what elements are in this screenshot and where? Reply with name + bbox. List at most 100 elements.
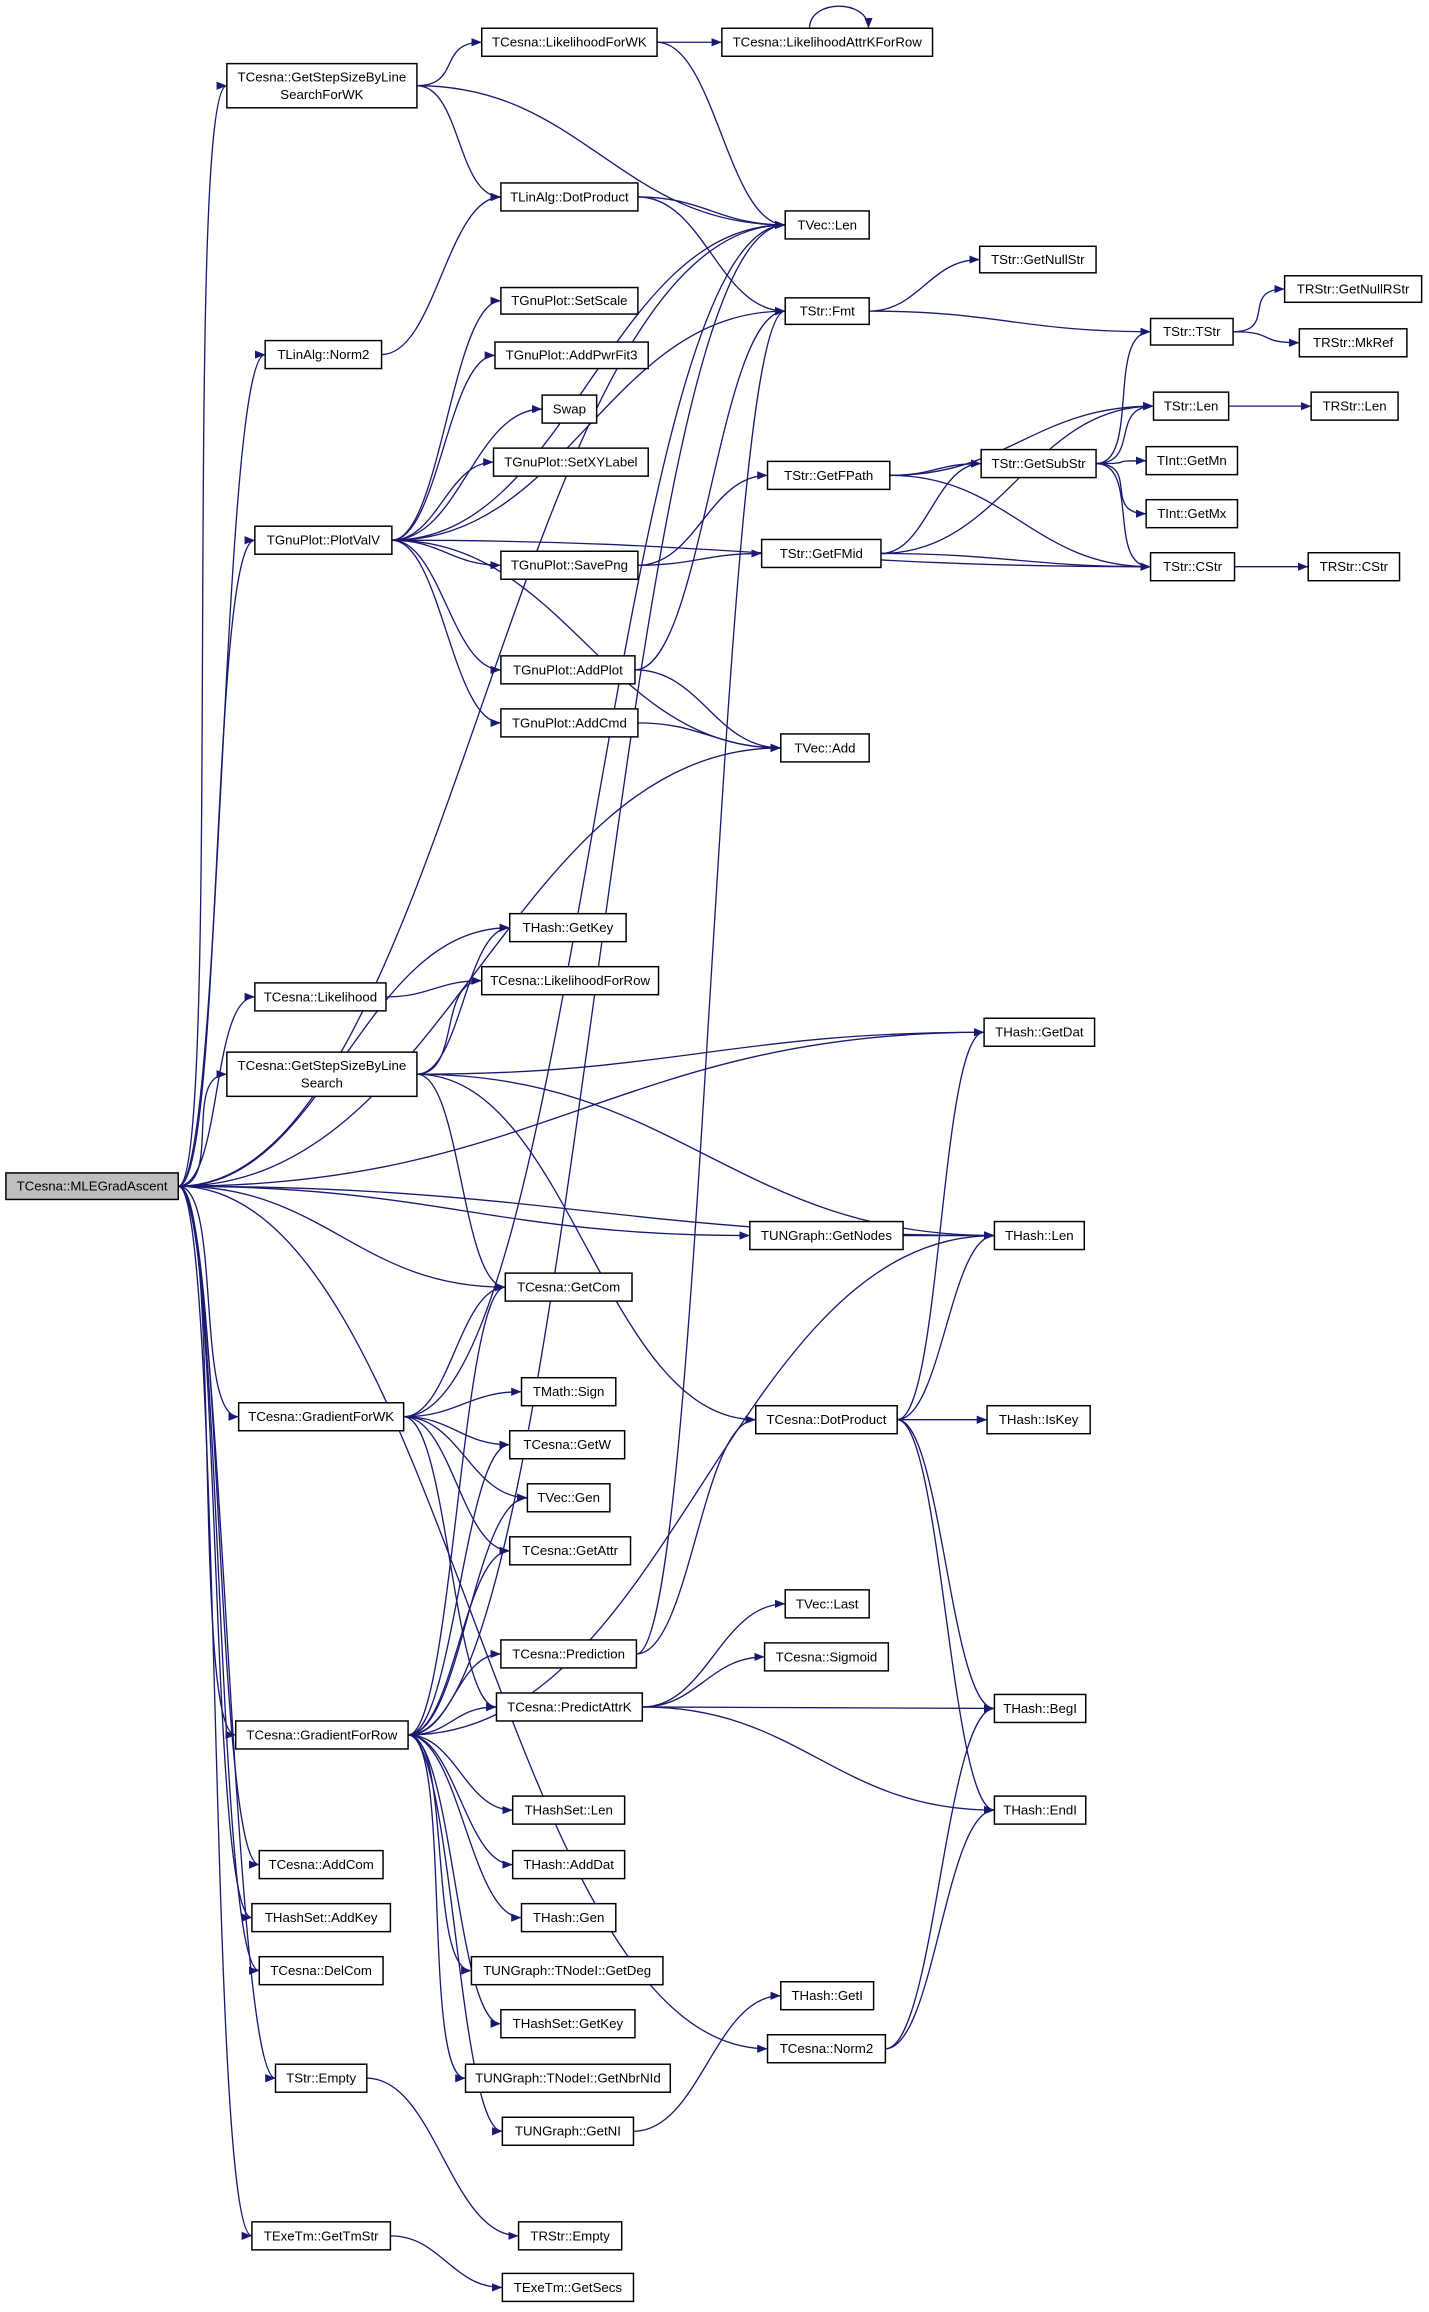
node-box (755, 1404, 898, 1435)
node-predattrk[interactable]: TCesna::PredictAttrK (495, 1692, 644, 1722)
node-getsubstr[interactable]: TStr::GetSubStr (980, 448, 1097, 479)
node-box (500, 708, 639, 738)
node-geti[interactable]: THash::GetI (780, 1980, 875, 2011)
node-label: TExeTm::GetSecs (514, 2280, 623, 2295)
node-sempty[interactable]: TStr::Empty (274, 2063, 368, 2093)
node-getkey[interactable]: THash::GetKey (508, 912, 627, 943)
node-lakfr[interactable]: TCesna::LikelihoodAttrKForRow (721, 27, 934, 57)
node-label: TCesna::Prediction (512, 1646, 625, 1661)
node-box (993, 1220, 1086, 1251)
node-mle[interactable]: TCesna::MLEGradAscent (5, 1172, 179, 1201)
node-rcstr[interactable]: TRStr::CStr (1307, 551, 1401, 582)
node-la_dot[interactable]: TLinAlg::DotProduct (500, 182, 639, 212)
node-hsaddkey[interactable]: THashSet::AddKey (251, 1902, 392, 1933)
node-gettmstr[interactable]: TExeTm::GetTmStr (251, 2221, 392, 2251)
edge-mle-to-gradwk (178, 1185, 239, 1421)
node-getmx[interactable]: TInt::GetMx (1145, 498, 1239, 529)
node-label: TCesna::MLEGradAscent (17, 1179, 168, 1194)
node-addpwrfit3[interactable]: TGnuPlot::AddPwrFit3 (494, 341, 649, 370)
node-getdat[interactable]: THash::GetDat (983, 1017, 1096, 1047)
node-vlast[interactable]: TVec::Last (784, 1589, 870, 1619)
node-hslen[interactable]: THashSet::Len (511, 1795, 626, 1825)
node-getni[interactable]: TUNGraph::GetNI (501, 2116, 635, 2146)
node-box (784, 1589, 870, 1619)
node-getfmid[interactable]: TStr::GetFMid (760, 538, 882, 569)
node-box (264, 339, 383, 370)
node-lfwk[interactable]: TCesna::LikelihoodForWK (480, 27, 658, 57)
node-slen[interactable]: TStr::Len (1152, 391, 1230, 421)
edge-gssls-to-hlen (416, 1073, 995, 1240)
edge-gradrow-to-getnbrnid (407, 1734, 466, 2083)
node-addplot[interactable]: TGnuPlot::AddPlot (500, 655, 636, 685)
node-vgen[interactable]: TVec::Gen (526, 1483, 611, 1513)
node-gradrow[interactable]: TCesna::GradientForRow (234, 1720, 409, 1750)
node-swap[interactable]: Swap (541, 394, 598, 424)
node-getnullstr[interactable]: TStr::GetNullStr (978, 245, 1097, 274)
node-delcom[interactable]: TCesna::DelCom (258, 1955, 384, 1986)
node-lfr[interactable]: TCesna::LikelihoodForRow (480, 965, 660, 996)
node-endi[interactable]: THash::EndI (993, 1795, 1087, 1825)
node-getnbrnid[interactable]: TUNGraph::TNodeI::GetNbrNId (464, 2063, 672, 2093)
edge-mle-to-plotvalv (178, 536, 256, 1187)
node-savepng[interactable]: TGnuPlot::SavePng (500, 550, 639, 580)
node-getmn[interactable]: TInt::GetMn (1145, 445, 1239, 476)
node-box (766, 2034, 887, 2064)
node-label: THash::Len (1005, 1228, 1074, 1243)
node-mkref[interactable]: TRStr::MkRef (1298, 328, 1408, 358)
node-label: TCesna::DelCom (270, 1963, 372, 1978)
node-box (500, 286, 639, 315)
node-vadd[interactable]: TVec::Add (780, 733, 870, 763)
node-rlen[interactable]: TRStr::Len (1310, 391, 1399, 421)
node-hgen[interactable]: THash::Gen (520, 1902, 617, 1933)
node-c_norm2[interactable]: TCesna::Norm2 (766, 2034, 887, 2064)
node-sign[interactable]: TMath::Sign (520, 1376, 617, 1407)
node-box (234, 1720, 409, 1750)
node-box (760, 538, 882, 569)
node-gradwk[interactable]: TCesna::GradientForWK (237, 1402, 405, 1432)
node-rempty[interactable]: TRStr::Empty (517, 2221, 623, 2251)
node-getnullrstr[interactable]: TRStr::GetNullRStr (1283, 275, 1423, 304)
node-setscale[interactable]: TGnuPlot::SetScale (500, 286, 639, 315)
node-adddat[interactable]: THash::AddDat (511, 1849, 626, 1880)
node-getfpath[interactable]: TStr::GetFPath (766, 460, 891, 491)
node-cstr[interactable]: TStr::CStr (1149, 551, 1236, 582)
edge-gradrow-to-getcom (407, 1283, 506, 1736)
node-sigmoid[interactable]: TCesna::Sigmoid (763, 1642, 890, 1672)
node-getw[interactable]: TCesna::GetW (508, 1430, 626, 1460)
node-la_norm2[interactable]: TLinAlg::Norm2 (264, 339, 383, 370)
node-plotvalv[interactable]: TGnuPlot::PlotValV (254, 525, 393, 555)
node-getsecs[interactable]: TExeTm::GetSecs (501, 2272, 635, 2303)
node-tstr[interactable]: TStr::TStr (1149, 317, 1234, 346)
node-label: TStr::Fmt (800, 304, 856, 319)
node-likelihood[interactable]: TCesna::Likelihood (254, 982, 387, 1012)
node-getnodes[interactable]: TUNGraph::GetNodes (749, 1220, 904, 1251)
node-box (780, 1980, 875, 2011)
edge-gradrow-to-hlen (408, 1231, 995, 1736)
node-begi[interactable]: THash::BegI (993, 1693, 1087, 1724)
node-fmt[interactable]: TStr::Fmt (784, 297, 870, 326)
node-setxylabel[interactable]: TGnuPlot::SetXYLabel (492, 447, 649, 477)
node-label: TGnuPlot::SetScale (511, 293, 627, 308)
edge-mle-to-addcom (178, 1185, 260, 1869)
node-hlen[interactable]: THash::Len (993, 1220, 1086, 1251)
node-prediction[interactable]: TCesna::Prediction (500, 1639, 638, 1669)
node-iskey[interactable]: THash::IsKey (986, 1404, 1091, 1435)
node-getcom[interactable]: TCesna::GetCom (504, 1272, 633, 1302)
edge-getfmid-to-getsubstr (880, 459, 982, 555)
edge-gradrow-to-getw (408, 1440, 510, 1736)
node-c_dot[interactable]: TCesna::DotProduct (755, 1404, 898, 1435)
node-box (983, 1017, 1096, 1047)
edge-mle-to-sempty (178, 1185, 276, 2083)
node-addcom[interactable]: TCesna::AddCom (258, 1849, 384, 1880)
edge-likelihood-to-lfr (385, 976, 482, 998)
node-getattr[interactable]: TCesna::GetAttr (508, 1536, 632, 1566)
node-hsgetkey[interactable]: THashSet::GetKey (500, 2008, 636, 2039)
node-getdeg[interactable]: TUNGraph::TNodeI::GetDeg (470, 1955, 664, 1986)
node-box (500, 2008, 636, 2039)
node-addcmd[interactable]: TGnuPlot::AddCmd (500, 708, 639, 738)
node-vlen[interactable]: TVec::Len (784, 210, 870, 240)
node-label: TCesna::PredictAttrK (507, 1699, 632, 1714)
node-box (500, 1639, 638, 1669)
